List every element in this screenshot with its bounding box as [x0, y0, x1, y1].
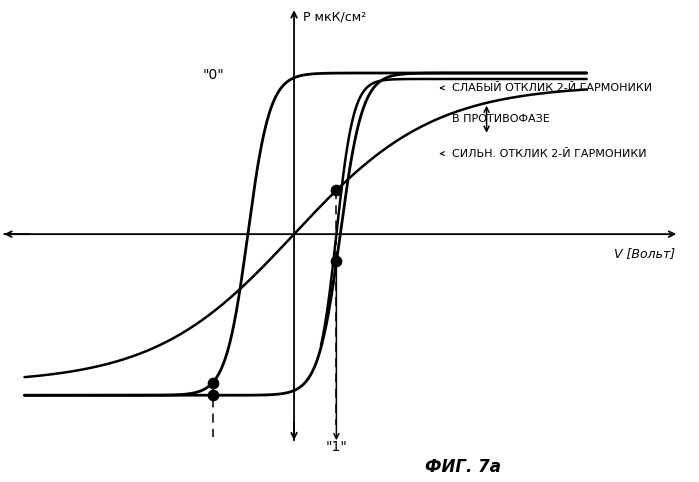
Text: В ПРОТИВОФАЗЕ: В ПРОТИВОФАЗЕ: [452, 114, 549, 124]
Point: [331, 257, 342, 265]
Point: [331, 187, 342, 194]
Text: P мкК/см²: P мкК/см²: [303, 10, 366, 23]
Text: "1": "1": [326, 440, 347, 454]
Point: [208, 379, 219, 387]
Text: СИЛЬН. ОТКЛИК 2-Й ГАРМОНИКИ: СИЛЬН. ОТКЛИК 2-Й ГАРМОНИКИ: [452, 148, 647, 159]
Text: V [Вольт]: V [Вольт]: [614, 247, 675, 260]
Text: СЛАБЫЙ ОТКЛИК 2-Й ГАРМОНИКИ: СЛАБЫЙ ОТКЛИК 2-Й ГАРМОНИКИ: [452, 83, 652, 93]
Point: [208, 391, 219, 399]
Text: "0": "0": [202, 68, 224, 82]
Text: ФИГ. 7а: ФИГ. 7а: [426, 458, 501, 476]
